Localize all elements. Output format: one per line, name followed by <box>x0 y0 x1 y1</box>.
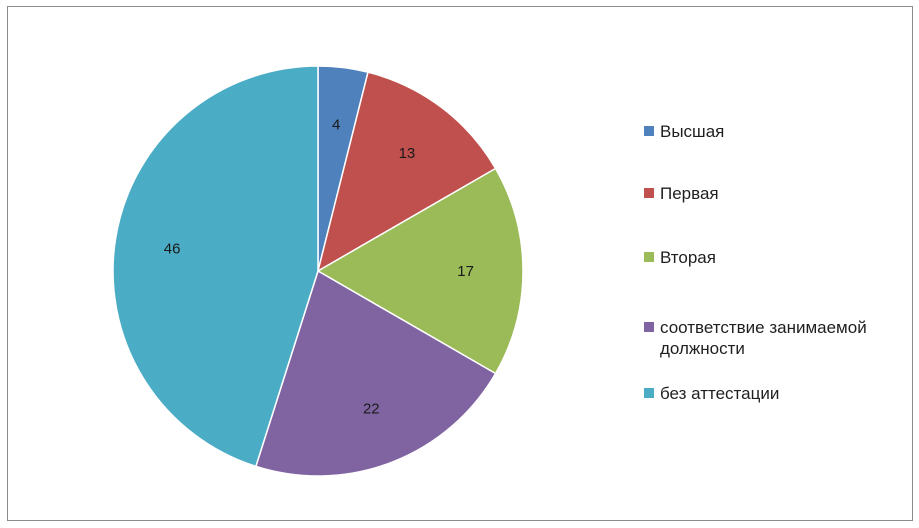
legend-swatch <box>644 388 654 398</box>
legend-swatch <box>644 126 654 136</box>
data-label-bez-attestatsii: 46 <box>164 240 181 257</box>
legend-item-sootvetstvie: соответствие занимаемой должности <box>644 317 915 359</box>
data-label-vysshaya: 4 <box>332 117 340 134</box>
legend-item-vtoraya: Вторая <box>644 247 915 268</box>
legend-label: соответствие занимаемой должности <box>660 318 867 358</box>
legend-item-pervaya: Первая <box>644 183 915 204</box>
pie-slice-vtoraya <box>316 167 524 375</box>
data-label-sootvetstvie: 22 <box>363 401 380 418</box>
chart-frame: 4 13 17 22 46 Высшая Первая Вторая соответст… <box>7 6 913 521</box>
legend-label: Первая <box>660 184 719 203</box>
legend-label: без аттестации <box>660 384 780 403</box>
pie-slice-bez-attestatsii <box>112 65 319 468</box>
legend-label: Вторая <box>660 248 716 267</box>
pie-slice-sootvetstvie <box>254 269 497 477</box>
legend-swatch <box>644 252 654 262</box>
pie-slice-pervaya <box>316 71 497 273</box>
legend-swatch <box>644 322 654 332</box>
data-label-pervaya: 13 <box>399 145 416 162</box>
legend-item-bez-attestatsii: без аттестации <box>644 383 915 404</box>
legend-label: Высшая <box>660 122 725 141</box>
pie-chart: 4 13 17 22 46 <box>112 65 524 477</box>
legend-swatch <box>644 188 654 198</box>
legend-item-vysshaya: Высшая <box>644 121 915 142</box>
data-label-vtoraya: 17 <box>457 263 474 280</box>
